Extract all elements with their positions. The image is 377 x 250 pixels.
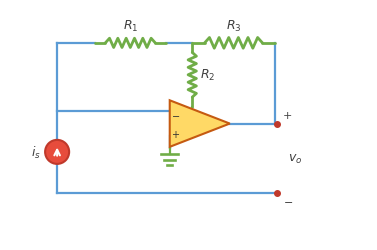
Text: $-$: $-$ [283, 195, 293, 205]
Circle shape [45, 140, 69, 164]
Text: $v_o$: $v_o$ [288, 152, 302, 165]
Polygon shape [170, 101, 230, 147]
Text: $i_s$: $i_s$ [31, 144, 41, 160]
Text: $+$: $+$ [171, 128, 180, 139]
Text: $R_3$: $R_3$ [226, 19, 241, 34]
Text: $-$: $-$ [171, 109, 180, 119]
Text: +: + [283, 111, 293, 121]
Text: $R_2$: $R_2$ [200, 68, 215, 83]
Text: $R_1$: $R_1$ [123, 19, 138, 34]
